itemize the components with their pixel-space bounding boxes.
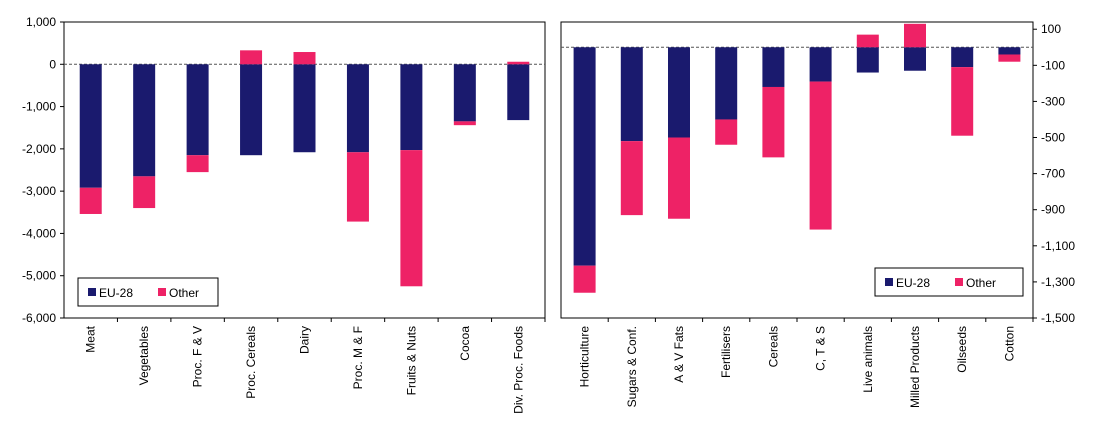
right-bar-eu28 xyxy=(951,47,974,68)
right-bar-eu28 xyxy=(573,47,596,266)
left-y-tick-label: 1,000 xyxy=(26,15,56,29)
right-x-tick-label: A & V Fats xyxy=(672,326,686,383)
left-bar-eu28 xyxy=(453,64,476,122)
left-y-axis: 1,000 0 -1,000 -2,000 -3,000 -4,000 -5,000 -6,0… xyxy=(22,15,64,325)
right-y-tick-label: -300 xyxy=(1041,94,1065,108)
left-y-tick-label: -4,000 xyxy=(22,226,56,240)
left-bar-other xyxy=(346,152,369,222)
left-x-tick-label: Proc. Cereals xyxy=(244,326,258,399)
left-y-tick-label: -2,000 xyxy=(22,142,56,156)
left-bar-other xyxy=(293,52,316,65)
right-bar-other xyxy=(951,67,974,136)
right-y-tick-label: -100 xyxy=(1041,58,1065,72)
left-chart: 1,000 0 -1,000 -2,000 -3,000 -4,000 -5,000 -6,0… xyxy=(22,15,546,414)
left-y-tick-label: -1,000 xyxy=(22,100,56,114)
right-y-tick-label: -1,100 xyxy=(1041,239,1075,253)
left-bar-eu28 xyxy=(507,64,530,121)
left-legend-label: Other xyxy=(169,286,199,300)
left-bar-eu28 xyxy=(240,64,263,156)
right-bar-other xyxy=(904,23,926,48)
left-bar-other xyxy=(507,61,530,65)
left-x-tick-label: Fruits & Nuts xyxy=(404,326,418,395)
left-x-tick-label: Cocoa xyxy=(458,326,472,361)
left-bar-other xyxy=(186,155,209,173)
right-y-tick-label: -500 xyxy=(1041,131,1065,145)
right-x-tick-label: Sugars & Conf. xyxy=(625,326,639,407)
left-x-tick-label: Vegetables xyxy=(137,326,151,385)
right-x-tick-label: Horticulture xyxy=(578,326,592,388)
left-legend-swatch xyxy=(88,288,96,296)
right-y-tick-label: -700 xyxy=(1041,167,1065,181)
left-x-tick-label: Meat xyxy=(84,325,98,352)
left-legend-box xyxy=(77,277,219,307)
left-legend-label: EU-28 xyxy=(99,286,133,300)
left-x-tick-label: Proc. F & V xyxy=(191,326,205,387)
right-bar-eu28 xyxy=(809,47,832,82)
left-bar-other xyxy=(400,150,423,287)
right-x-tick-label: Fertilisers xyxy=(719,326,733,378)
left-bar-eu28 xyxy=(133,64,156,177)
right-bar-other xyxy=(856,34,879,48)
right-legend-box xyxy=(874,267,1024,297)
left-y-tick-label: 0 xyxy=(49,57,56,71)
right-chart: 100 -100 -300 -500 -700 -900 -1,100 -1,300 -1,50… xyxy=(560,21,1075,408)
right-y-tick-label: -1,500 xyxy=(1041,311,1075,325)
right-bars xyxy=(573,23,1021,293)
right-x-tick-label: C, T & S xyxy=(814,326,828,371)
right-bar-other xyxy=(715,119,738,145)
right-x-tick-label: Live animals xyxy=(861,326,875,393)
left-bar-other xyxy=(133,176,156,209)
left-legend-swatch xyxy=(158,288,166,296)
left-bar-eu28 xyxy=(186,64,209,156)
right-bar-eu28 xyxy=(998,47,1021,55)
right-x-tick-label: Cotton xyxy=(1002,326,1016,361)
right-x-tick-label: Milled Products xyxy=(908,326,922,408)
right-bar-other xyxy=(998,54,1021,62)
left-bars xyxy=(79,50,530,287)
left-x-tick-label: Dairy xyxy=(298,326,312,354)
right-bar-eu28 xyxy=(715,47,738,120)
left-bar-other xyxy=(79,187,102,214)
left-bar-other xyxy=(240,50,263,65)
right-legend-swatch xyxy=(955,278,963,286)
left-y-tick-label: -3,000 xyxy=(22,184,56,198)
right-bar-other xyxy=(809,81,832,230)
right-bar-other xyxy=(620,141,643,216)
left-bar-eu28 xyxy=(400,64,423,151)
right-bar-eu28 xyxy=(856,47,879,73)
right-legend-label: EU-28 xyxy=(896,276,930,290)
right-bar-eu28 xyxy=(620,47,643,142)
left-x-axis: Meat Vegetables Proc. F & V Proc. Cereals Da… xyxy=(84,318,546,414)
right-bar-eu28 xyxy=(904,47,926,71)
right-y-tick-label: -900 xyxy=(1041,203,1065,217)
right-bar-eu28 xyxy=(668,47,690,138)
left-bar-other xyxy=(453,121,476,126)
left-legend: EU-28 Other xyxy=(77,277,219,307)
right-legend: EU-28 Other xyxy=(874,267,1024,297)
right-x-axis: Horticulture Sugars & Conf. A & V Fats Fert… xyxy=(578,318,1034,408)
right-bar-eu28 xyxy=(762,47,785,87)
right-bar-other xyxy=(573,265,596,293)
right-x-tick-label: Cereals xyxy=(766,326,780,367)
left-x-tick-label: Proc. M & F xyxy=(351,326,365,389)
left-x-tick-label: Div. Proc. Foods xyxy=(511,326,525,414)
right-y-tick-label: 100 xyxy=(1041,22,1061,36)
left-bar-eu28 xyxy=(293,64,316,153)
right-legend-swatch xyxy=(885,278,893,286)
left-bar-eu28 xyxy=(79,64,102,188)
left-y-tick-label: -6,000 xyxy=(22,311,56,325)
right-legend-label: Other xyxy=(966,276,996,290)
right-x-tick-label: Oilseeds xyxy=(955,326,969,373)
left-y-tick-label: -5,000 xyxy=(22,269,56,283)
right-y-axis: 100 -100 -300 -500 -700 -900 -1,100 -1,300 -1,50… xyxy=(1033,22,1075,325)
right-y-tick-label: -1,300 xyxy=(1041,275,1075,289)
left-bar-eu28 xyxy=(346,64,369,153)
right-bar-other xyxy=(668,137,690,219)
right-bar-other xyxy=(762,86,785,158)
